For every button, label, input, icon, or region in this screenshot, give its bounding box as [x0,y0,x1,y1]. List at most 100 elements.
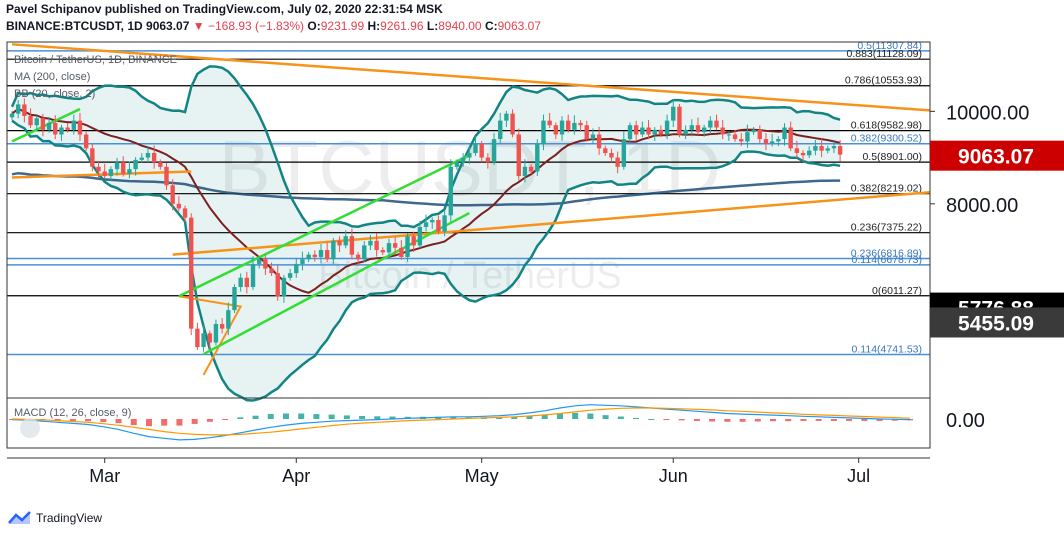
candle [46,116,52,133]
candle-body [819,146,824,151]
candle-body [176,203,182,209]
macd-settings-icon[interactable] [20,418,40,438]
ma-200-line [11,171,841,207]
macd-histogram-bar [663,419,670,420]
candle-body [232,287,237,311]
candle-body [127,169,132,174]
candle-body [368,240,373,246]
legend-bb[interactable]: BB (20, close, 2) [14,88,96,100]
candle-body [491,139,497,163]
candle-body [454,162,460,167]
macd-histogram-bar [739,419,746,422]
legend-ma[interactable]: MA (200, close) [14,71,91,83]
candle [127,161,132,179]
change: −168.93 (−1.83%) [207,19,305,33]
candle [807,146,812,159]
macd-histogram-bar [815,419,822,421]
candle [114,157,120,176]
candle [9,110,15,121]
candle [170,179,175,211]
price-label-bg [930,307,1064,338]
candle-body [807,150,812,156]
y-tick-label: 10000.00 [946,102,1029,124]
x-tick-label: Jun [659,466,688,486]
candle-body [22,104,27,116]
candle-body [417,226,423,246]
tradingview-logo[interactable]: TradingView [8,511,102,525]
candle [788,121,793,152]
candle-body [714,120,719,128]
candle [837,140,843,162]
macd-histogram-bar [359,415,366,419]
candle-body [182,208,188,218]
fib-level-label: 0(6011.27) [872,285,922,297]
last-price: 9063.07 [146,19,190,33]
candle [133,157,138,176]
candle-body [213,324,219,343]
macd-histogram-bar [693,419,700,421]
macd-histogram-bar [222,419,229,420]
candle-body [275,273,280,297]
candle-body [695,125,701,133]
high-value: 9261.96 [380,19,424,33]
candle [226,302,231,336]
candle [77,112,83,141]
candle-body [294,263,299,274]
candle-body [355,254,361,260]
candle [145,146,151,163]
candle-body [596,134,602,149]
candle-body [664,120,670,135]
macd-histogram-bar [861,419,868,421]
candle [467,146,472,165]
candle [71,114,76,135]
channel-left [11,107,81,143]
candle-body [244,277,250,288]
candle-body [479,143,484,158]
candle-body [572,122,577,130]
candle-body [559,120,565,135]
macd-histogram-bar [252,415,259,419]
candle-body [485,157,491,163]
candle-body [324,250,330,260]
candle-body [145,152,151,158]
candle [151,145,157,169]
macd-histogram-bar [754,419,761,422]
candle [646,119,651,140]
candle-body [658,129,664,135]
candle-body [250,263,256,288]
macd-histogram-bar [191,419,198,424]
candle-body [745,132,750,142]
open-value: 9231.99 [320,19,365,33]
candle [405,233,410,262]
candle [306,251,311,263]
candle [121,156,126,177]
candle [677,103,682,138]
candle [349,228,355,260]
bb-basis-line [11,107,841,294]
candle-body [90,148,95,167]
candle-body [448,166,453,216]
candle [800,150,806,162]
candle-body [677,106,682,135]
candle [195,322,200,350]
candle [701,124,707,137]
candle [176,196,182,212]
candle-body [732,134,738,140]
candle-body [257,259,262,264]
candle-body [281,277,287,297]
candle [96,160,101,178]
candle-body [436,220,441,232]
candle [34,115,39,130]
publish-info: Pavel Schipanov published on TradingView… [6,2,443,16]
legend-macd[interactable]: MACD (12, 26, close, 9) [14,407,132,419]
macd-histogram-bar [237,417,244,419]
candle [566,114,571,133]
candle-body [59,127,64,135]
candle [473,136,478,156]
candle-body [837,146,843,155]
candle [794,140,800,158]
candle [652,127,657,141]
candle-body [782,127,787,140]
macd-histogram-bar [633,417,640,419]
